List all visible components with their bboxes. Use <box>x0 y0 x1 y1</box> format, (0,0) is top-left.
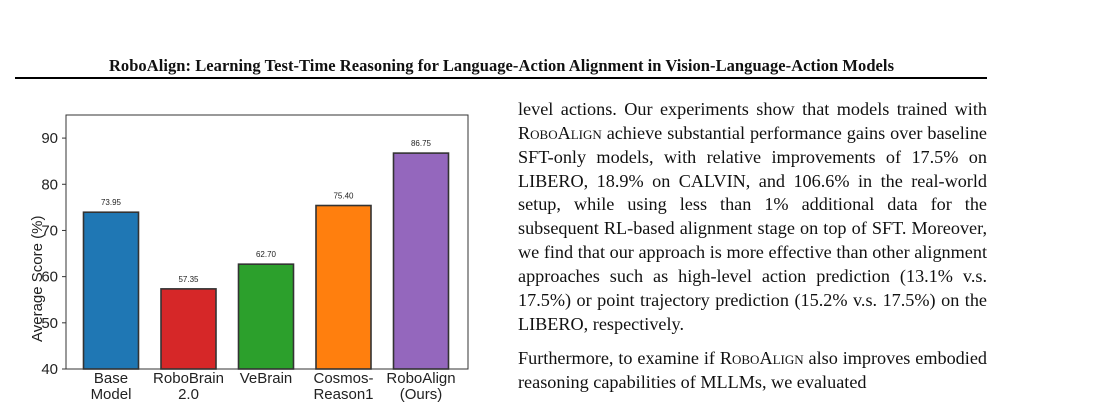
bar <box>160 288 217 370</box>
x-category-label: RoboBrain <box>153 370 224 387</box>
y-tick-label: 90 <box>41 130 58 147</box>
body-text-column: level actions. Our experiments show that… <box>518 98 987 395</box>
header-rule <box>15 77 987 79</box>
bar <box>237 263 295 370</box>
bar-value-label: 75.40 <box>333 192 354 201</box>
bar <box>392 152 450 370</box>
x-category-label: Cosmos- <box>313 370 373 387</box>
bar <box>82 211 140 370</box>
plot-frame <box>65 114 469 370</box>
y-tick-label: 60 <box>41 269 58 286</box>
paragraph-2: Furthermore, to examine if RoboAlign als… <box>518 348 987 393</box>
y-tick-label: 70 <box>41 222 58 239</box>
x-category-label: RoboAlign <box>386 370 455 387</box>
x-category-label: Model <box>91 386 132 403</box>
y-axis-label: Average Score (%) <box>29 216 46 342</box>
bar <box>315 204 372 370</box>
bar-value-label: 57.35 <box>178 275 199 284</box>
paragraph-1: level actions. Our experiments show that… <box>518 99 987 334</box>
y-tick-label: 80 <box>41 176 58 193</box>
y-tick-label: 40 <box>41 361 58 378</box>
method-name: RoboAlign <box>518 122 602 143</box>
bar-value-label: 62.70 <box>256 250 277 259</box>
bar-chart-figure: 40 50 60 70 80 90 73.95 57.35 62.70 75.40 86.75 B… <box>0 100 480 405</box>
x-category-label: (Ours) <box>400 386 443 403</box>
x-category-label: Reason1 <box>313 386 373 403</box>
x-category-label: 2.0 <box>178 386 199 403</box>
method-name: RoboAlign <box>719 348 804 369</box>
x-category-label: VeBrain <box>240 370 293 387</box>
bar-value-label: 86.75 <box>411 139 432 148</box>
y-tick-label: 50 <box>41 315 58 332</box>
bar-chart: 40 50 60 70 80 90 73.95 57.35 62.70 75.40 86.75 B… <box>29 114 469 403</box>
x-category-label: Base <box>94 370 128 387</box>
bar-value-label: 73.95 <box>101 198 122 207</box>
running-header-title: RoboAlign: Learning Test-Time Reasoning … <box>108 56 895 75</box>
